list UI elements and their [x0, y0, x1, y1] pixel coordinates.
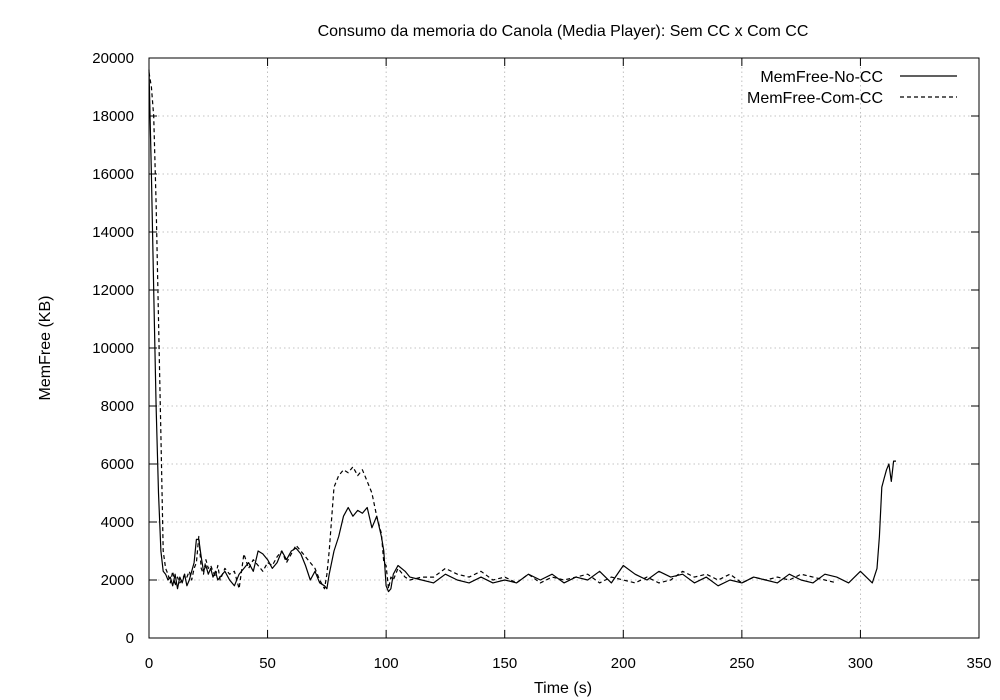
y-axis-label: MemFree (KB)	[37, 296, 54, 401]
x-tick-label: 50	[259, 655, 276, 672]
series-line-memfree-no-cc	[148, 69, 896, 593]
y-tick-label: 2000	[101, 572, 134, 589]
x-tick-label: 100	[374, 655, 399, 672]
y-tick-label: 0	[126, 630, 134, 647]
x-axis-label: Time (s)	[534, 680, 592, 697]
y-tick-label: 8000	[101, 398, 134, 415]
series-layer	[148, 69, 896, 593]
x-tick-label: 300	[848, 655, 873, 672]
y-tick-label: 16000	[92, 166, 134, 183]
x-tick-label: 200	[611, 655, 636, 672]
y-tick-label: 14000	[92, 224, 134, 241]
legend: MemFree-No-CC MemFree-Com-CC	[747, 69, 957, 107]
legend-label: MemFree-No-CC	[760, 69, 883, 86]
x-tick-label: 250	[729, 655, 754, 672]
x-tick-label: 0	[145, 655, 153, 672]
y-tick-label: 18000	[92, 108, 134, 125]
legend-label: MemFree-Com-CC	[747, 90, 883, 107]
series-line-memfree-com-cc	[148, 72, 837, 590]
y-tick-label: 6000	[101, 456, 134, 473]
y-tick-label: 4000	[101, 514, 134, 531]
y-tick-label: 10000	[92, 340, 134, 357]
axis-ticks: 0 50 100 150 200 250 300 350 0 2000 4000 6000 8000 10…	[92, 50, 991, 672]
y-tick-label: 20000	[92, 50, 134, 67]
x-tick-label: 150	[492, 655, 517, 672]
chart-title: Consumo da memoria do Canola (Media Play…	[318, 23, 809, 40]
grid	[149, 58, 979, 638]
y-tick-label: 12000	[92, 282, 134, 299]
x-tick-label: 350	[966, 655, 991, 672]
